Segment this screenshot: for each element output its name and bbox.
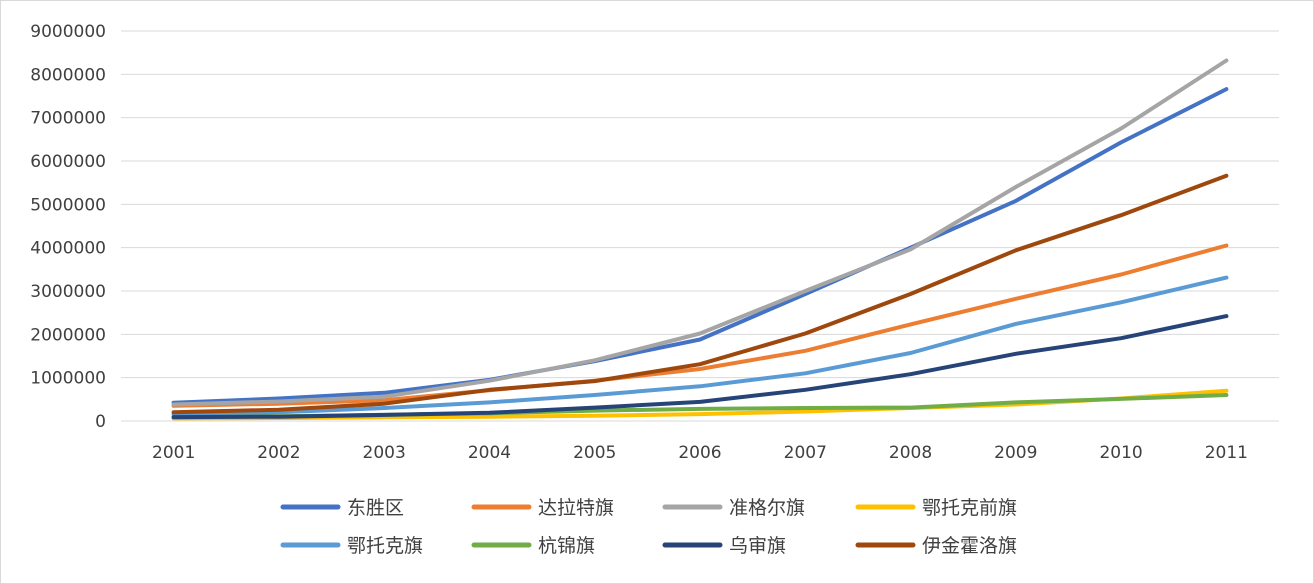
y-axis-tick-labels: 0 1000000 2000000 3000000 4000000 5000000 6000… [30,22,106,432]
series-line-6 [171,314,1229,420]
legend-label: 达拉特旗 [538,497,614,519]
series-line-4 [171,275,1229,417]
legend-item-3: 鄂托克前旗 [855,497,1017,519]
gridlines [121,30,1279,422]
legend-label: 鄂托克前旗 [922,497,1017,519]
legend-item-4: 鄂托克旗 [280,535,423,557]
y-tick-label: 9000000 [30,22,106,42]
y-tick-label: 0 [95,412,106,432]
legend-label: 鄂托克旗 [347,535,423,557]
y-tick-label: 7000000 [30,109,106,129]
series-line-0 [171,87,1229,405]
x-tick-label: 2004 [468,443,511,463]
legend-label: 东胜区 [347,497,404,519]
x-tick-label: 2010 [1099,443,1142,463]
x-tick-label: 2008 [889,443,932,463]
x-tick-label: 2001 [152,443,195,463]
series-line-1 [171,243,1229,408]
legend-label: 伊金霍洛旗 [922,535,1017,557]
x-tick-label: 2011 [1205,443,1248,463]
series-line-2 [171,58,1229,407]
y-tick-label: 6000000 [30,152,106,172]
x-tick-label: 2002 [257,443,300,463]
series-line-7 [171,173,1229,415]
y-tick-label: 4000000 [30,239,106,259]
x-tick-label: 2005 [573,443,616,463]
legend-label: 乌审旗 [729,535,786,557]
legend-item-1: 达拉特旗 [471,497,614,519]
y-tick-label: 8000000 [30,65,106,85]
legend-item-5: 杭锦旗 [471,535,595,557]
legend-item-6: 乌审旗 [662,535,786,557]
y-tick-label: 3000000 [30,282,106,302]
series-lines [171,58,1229,421]
legend-item-0: 东胜区 [280,497,404,519]
legend-label: 准格尔旗 [729,497,805,519]
legend-item-7: 伊金霍洛旗 [855,535,1017,557]
y-tick-label: 5000000 [30,195,106,215]
y-tick-label: 2000000 [30,325,106,345]
x-axis-tick-labels: 2001 2002 2003 2004 2005 2006 2007 2008 2009 2010… [152,443,1248,463]
x-tick-label: 2007 [784,443,827,463]
x-tick-label: 2003 [363,443,406,463]
legend-label: 杭锦旗 [538,535,595,557]
x-tick-label: 2006 [678,443,721,463]
x-tick-label: 2009 [994,443,1037,463]
legend-item-2: 准格尔旗 [662,497,805,519]
y-tick-label: 1000000 [30,369,106,389]
